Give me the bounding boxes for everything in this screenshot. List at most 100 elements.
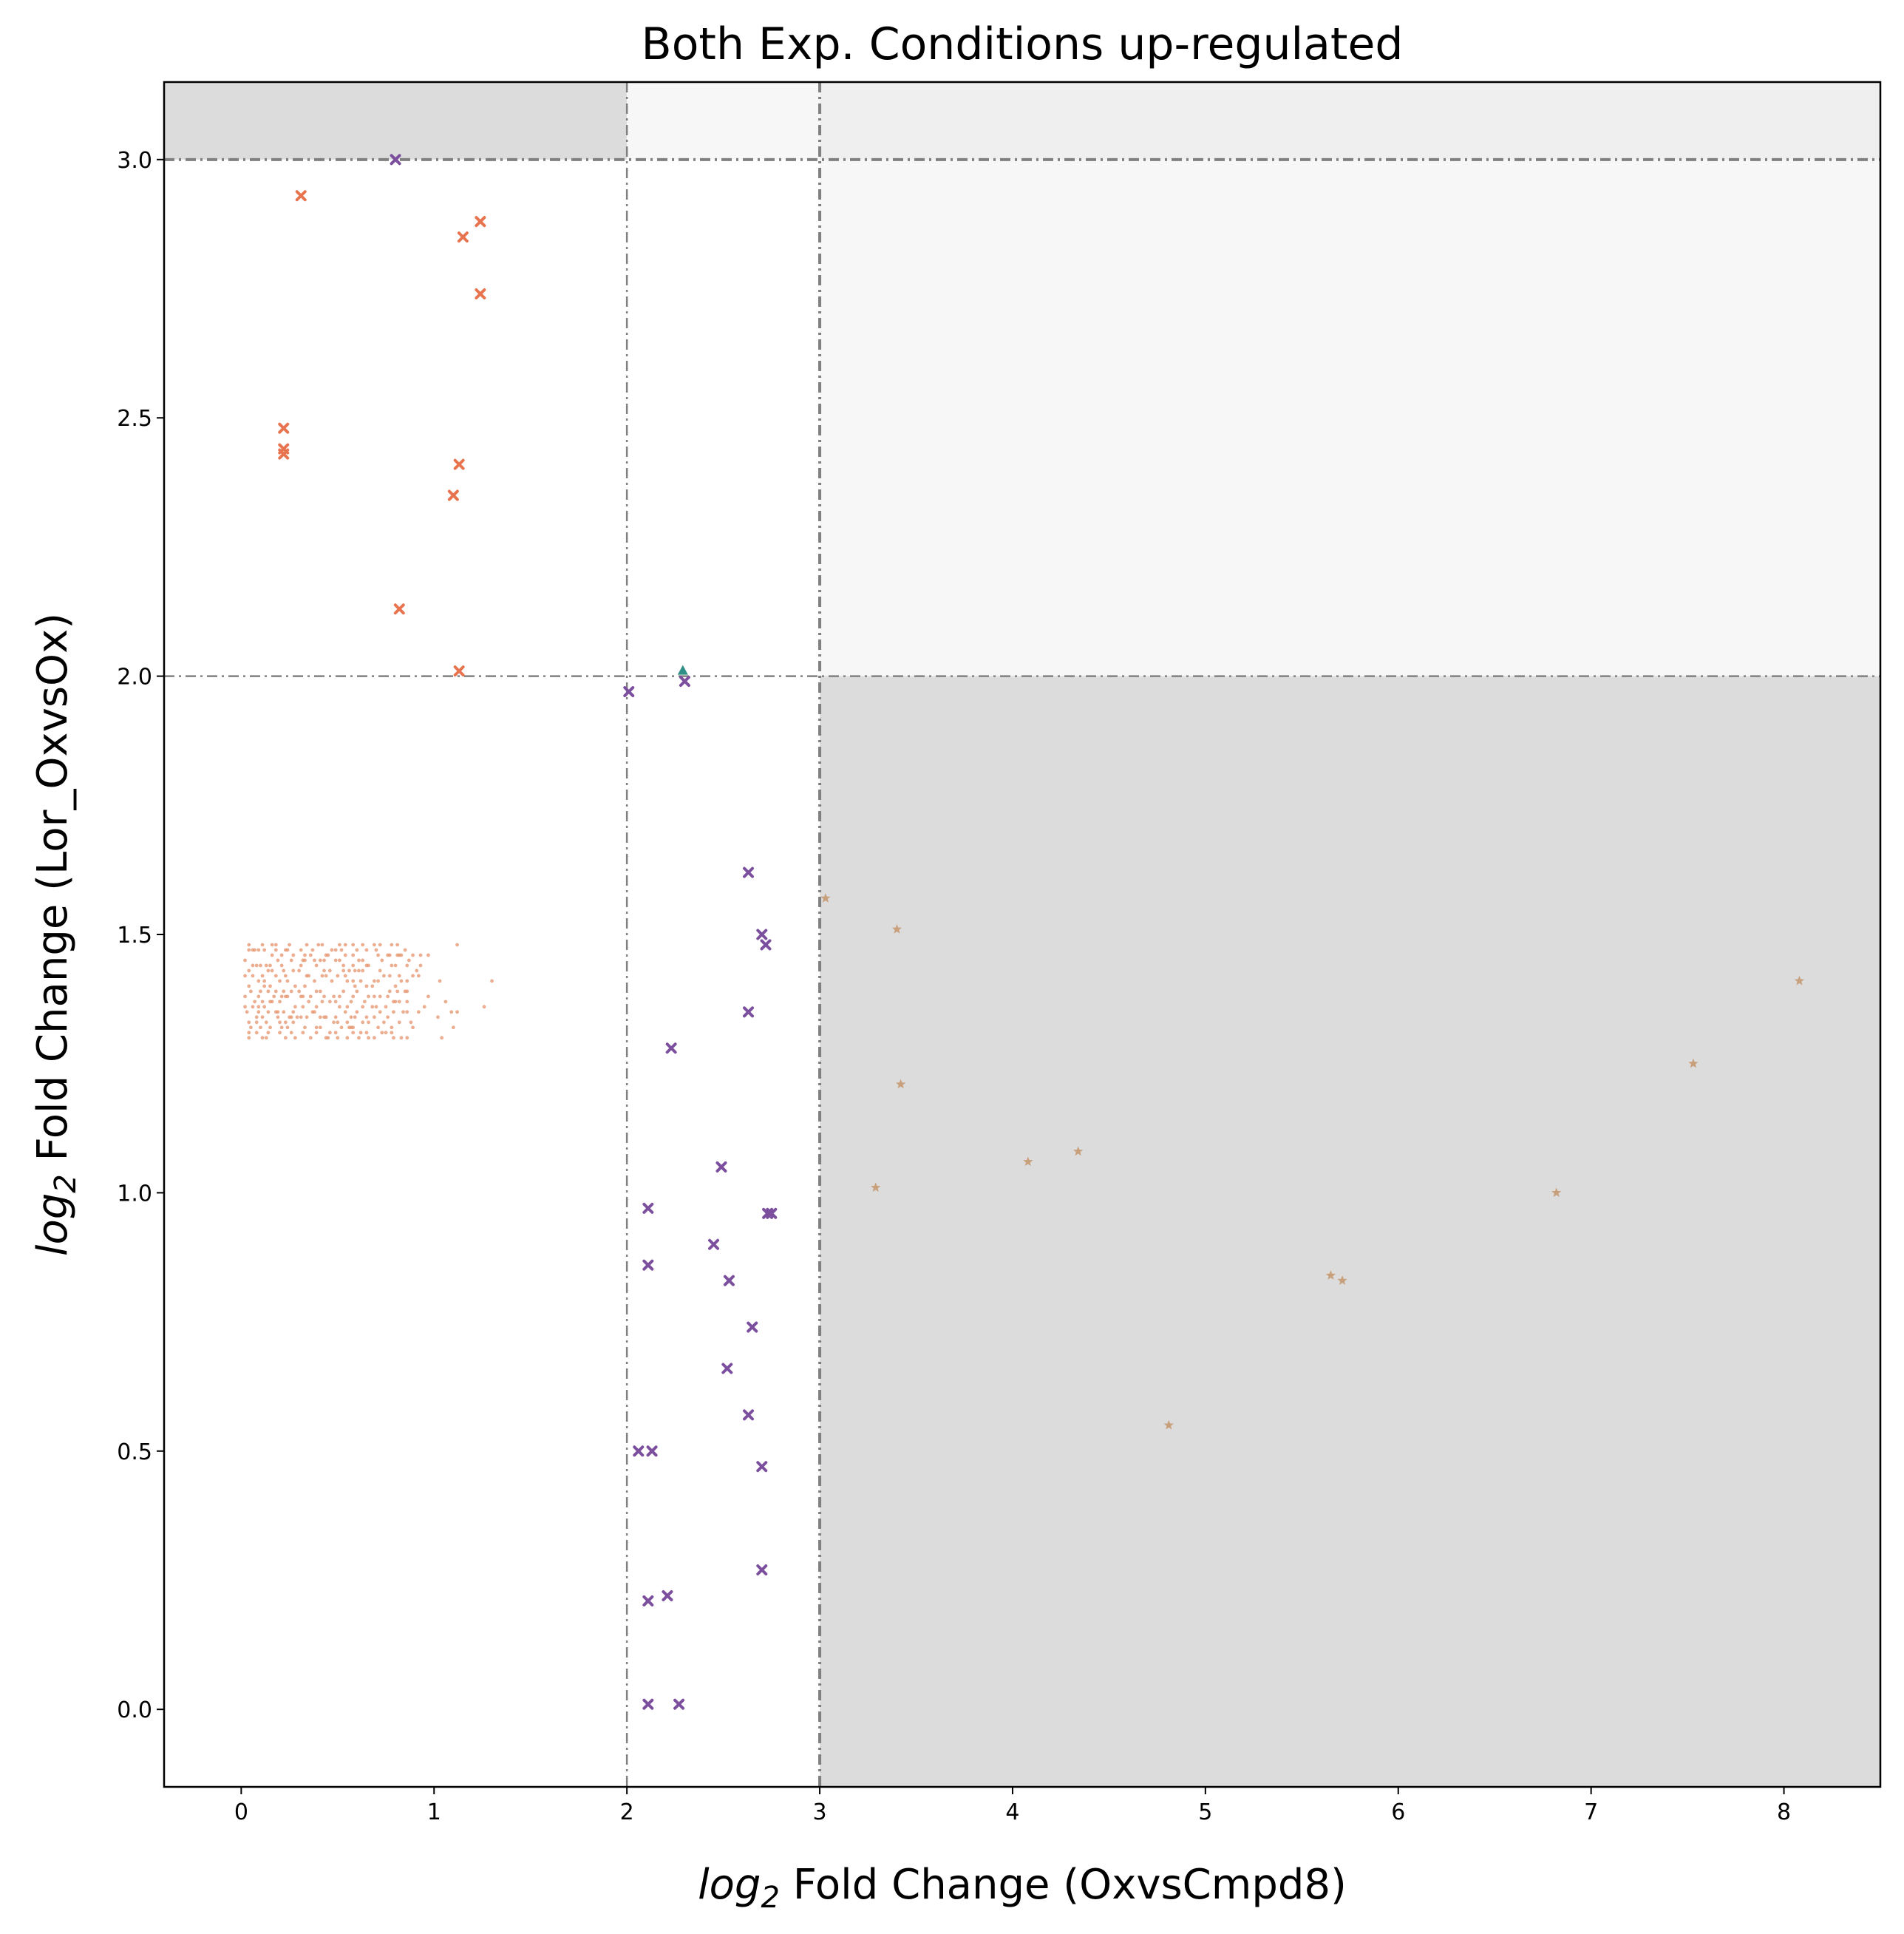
data-point — [418, 963, 423, 968]
data-point-star-marker — [896, 1079, 906, 1089]
data-point — [358, 979, 363, 983]
data-point — [341, 989, 346, 994]
data-point — [422, 1005, 426, 1009]
data-point — [278, 1000, 282, 1004]
data-point — [364, 948, 369, 952]
data-point — [253, 948, 257, 952]
data-point — [289, 1031, 293, 1035]
data-point — [353, 968, 357, 973]
data-point — [279, 963, 284, 968]
data-point — [384, 1005, 388, 1009]
data-point — [376, 979, 380, 983]
y-axis-title: log2 Fold Change (Lor_OxvsOx) — [29, 613, 83, 1256]
x-tick-label: 3 — [813, 1799, 827, 1825]
data-point — [278, 1020, 282, 1025]
data-point — [364, 1031, 369, 1035]
data-point — [343, 953, 347, 957]
x-tick-label: 1 — [427, 1799, 441, 1825]
data-point — [405, 963, 409, 968]
data-point — [276, 1015, 280, 1019]
data-point — [254, 1015, 259, 1019]
y-tick-label: 1.0 — [117, 1181, 152, 1207]
data-point — [256, 1010, 261, 1014]
data-point-x-marker — [453, 665, 465, 677]
data-point — [386, 953, 390, 957]
data-point — [273, 943, 278, 947]
data-point — [330, 979, 334, 983]
data-point — [282, 968, 286, 973]
data-point — [390, 963, 394, 968]
data-point-x-marker — [673, 1698, 685, 1710]
data-point — [303, 1025, 307, 1030]
data-point — [357, 1036, 361, 1040]
data-point — [392, 1010, 395, 1014]
data-point — [266, 989, 271, 994]
data-point — [336, 974, 340, 978]
data-point — [418, 953, 423, 957]
data-point — [397, 974, 401, 978]
data-point — [322, 968, 326, 973]
data-point-x-marker — [665, 1042, 677, 1054]
x-tick-label: 0 — [234, 1799, 248, 1825]
data-point — [276, 958, 280, 963]
data-point — [351, 1031, 356, 1035]
data-point — [259, 989, 262, 994]
data-point — [308, 1036, 313, 1040]
y-axis-title-subscript: 2 — [49, 1174, 83, 1192]
y-tick-label: 2.0 — [117, 665, 152, 691]
shaded-region — [164, 82, 628, 160]
data-point-x-marker — [756, 1564, 768, 1576]
data-point — [355, 989, 359, 994]
data-point-x-marker — [743, 1409, 755, 1421]
data-point — [374, 948, 378, 952]
data-point — [387, 974, 392, 978]
data-point — [303, 953, 307, 957]
data-point-x-marker — [756, 929, 768, 940]
data-point — [324, 974, 328, 978]
data-point — [243, 994, 247, 999]
data-point — [382, 1020, 386, 1025]
data-point — [324, 1036, 328, 1040]
data-point — [288, 1015, 291, 1019]
data-point — [247, 984, 251, 988]
data-point-x-marker — [721, 1363, 733, 1374]
data-point — [409, 1020, 413, 1025]
data-point — [333, 1031, 338, 1035]
data-point — [259, 1025, 262, 1030]
data-point — [289, 958, 293, 963]
data-point — [247, 968, 251, 973]
data-point — [449, 1010, 454, 1014]
data-point — [372, 1036, 376, 1040]
data-point-star-marker — [891, 924, 902, 934]
data-point — [264, 1036, 268, 1040]
shaded-regions — [164, 82, 1880, 1787]
data-point — [490, 979, 494, 983]
data-point — [285, 1025, 290, 1030]
data-point — [299, 1015, 303, 1019]
data-point — [310, 1010, 315, 1014]
data-point — [247, 1031, 251, 1035]
data-point — [270, 943, 274, 947]
data-point — [266, 968, 271, 973]
data-point — [405, 1036, 409, 1040]
data-point — [390, 1031, 394, 1035]
data-point — [393, 963, 398, 968]
data-point — [301, 994, 305, 999]
data-point — [260, 974, 265, 978]
data-point — [253, 1000, 257, 1004]
data-point — [313, 958, 316, 963]
x-axis-title-text: Fold Change (OxvsCmpd8) — [780, 1861, 1347, 1909]
data-point — [355, 1010, 359, 1014]
data-point — [357, 958, 361, 963]
data-point — [316, 943, 321, 947]
data-point-x-marker — [760, 939, 772, 951]
y-axis-title-text: Fold Change (Lor_OxvsOx) — [29, 613, 77, 1174]
data-point — [273, 948, 278, 952]
data-point — [440, 1036, 444, 1040]
data-point — [386, 1015, 390, 1019]
data-point — [380, 958, 384, 963]
data-point — [333, 1000, 338, 1004]
x-axis-title-subscript: 2 — [761, 1881, 779, 1915]
data-point — [351, 953, 356, 957]
data-point — [245, 1010, 249, 1014]
